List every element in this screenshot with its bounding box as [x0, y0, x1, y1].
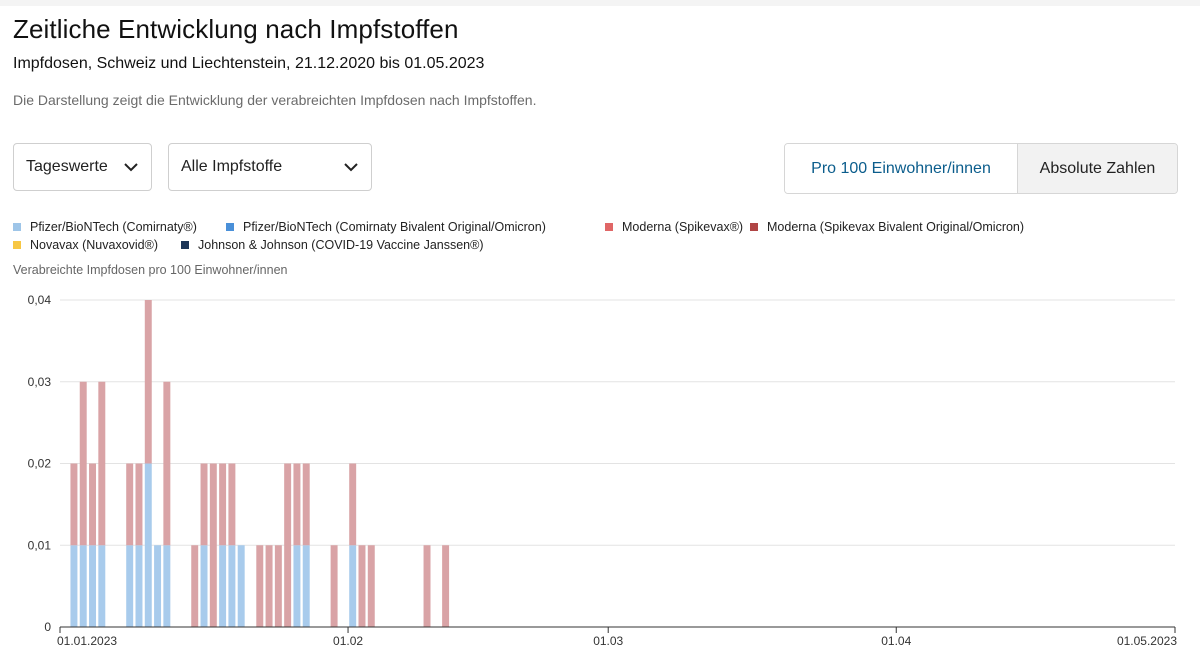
bar-segment [126, 545, 134, 627]
legend-label: Novavax (Nuvaxovid®) [30, 238, 159, 252]
bar-segment [79, 381, 87, 546]
legend-swatch [181, 241, 189, 249]
page-subtitle: Impfdosen, Schweiz und Liechtenstein, 21… [13, 55, 485, 72]
bar-segment [219, 463, 227, 546]
bar-segment [284, 463, 292, 627]
y-tick-label: 0 [44, 620, 51, 634]
bar-segment [349, 545, 357, 627]
bar-segment [135, 463, 143, 546]
y-tick-label: 0,01 [28, 538, 52, 552]
legend-label: Moderna (Spikevax®) [622, 220, 744, 234]
period-select-value: Tageswerte [26, 158, 108, 175]
bar-segment [219, 545, 227, 627]
bar-segment [89, 545, 97, 627]
page-title: Zeitliche Entwicklung nach Impfstoffen [13, 14, 459, 44]
bar-segment [79, 545, 87, 627]
bar-segment [302, 463, 310, 546]
legend-swatch [750, 223, 758, 231]
vaccine-select-value: Alle Impfstoffe [181, 158, 283, 175]
y-tick-label: 0,02 [28, 457, 52, 471]
x-tick-label: 01.02 [333, 634, 363, 648]
bar-segment [98, 381, 106, 546]
x-tick-label: 01.03 [593, 634, 623, 648]
legend-swatch [13, 223, 21, 231]
bar-segment [163, 381, 171, 546]
bar-segment [209, 463, 217, 627]
y-tick-label: 0,03 [28, 375, 52, 389]
bar-segment [70, 545, 78, 627]
vaccination-bar-chart: 0 0,01 0,02 0,03 0,04 01.01.2023 01.02 01.03 01.… [28, 293, 1178, 648]
bar-segment [265, 545, 273, 627]
toggle-per-100-button[interactable]: Pro 100 Einwohner/innen [785, 144, 1018, 193]
bar-segment [163, 545, 171, 627]
legend-swatch [605, 223, 613, 231]
x-tick-label: 01.05.2023 [1117, 634, 1177, 648]
chevron-down-icon [124, 163, 138, 172]
bar-segment [293, 545, 301, 627]
legend-swatch [226, 223, 234, 231]
top-border [0, 0, 1200, 6]
period-select[interactable]: Tageswerte [13, 143, 152, 191]
bar-segment [200, 463, 208, 546]
bar-segment [144, 463, 152, 627]
bar-segment [191, 545, 199, 627]
bar-segment [442, 545, 450, 627]
bar-segment [89, 463, 97, 546]
bar-segment [200, 545, 208, 627]
legend-label: Johnson & Johnson (COVID-19 Vaccine Jans… [198, 238, 484, 252]
bar-segment [237, 545, 245, 627]
legend-item-novavax[interactable]: Novavax (Nuvaxovid®) [13, 238, 181, 252]
legend-item-pfizer-bivalent[interactable]: Pfizer/BioNTech (Comirnaty Bivalent Orig… [226, 220, 605, 234]
bar-segment [144, 300, 152, 464]
y-tick-label: 0,04 [28, 293, 52, 307]
y-axis-label: Verabreichte Impfdosen pro 100 Einwohner… [13, 263, 288, 277]
bar-segment [70, 463, 78, 546]
legend-item-moderna-bivalent[interactable]: Moderna (Spikevax Bivalent Original/Omic… [750, 220, 1024, 234]
bar-segment [274, 545, 282, 627]
x-tick-label: 01.04 [881, 634, 911, 648]
legend-row: Novavax (Nuvaxovid®) Johnson & Johnson (… [13, 236, 1183, 254]
unit-toggle: Pro 100 Einwohner/innen Absolute Zahlen [784, 143, 1178, 194]
bar-segment [228, 463, 236, 546]
legend-item-janssen[interactable]: Johnson & Johnson (COVID-19 Vaccine Jans… [181, 238, 484, 252]
bar-segment [349, 463, 357, 546]
bar-segment [367, 545, 375, 627]
bar-segment [423, 545, 431, 627]
vaccine-select[interactable]: Alle Impfstoffe [168, 143, 372, 191]
page-description: Die Darstellung zeigt die Entwicklung de… [13, 92, 537, 108]
toggle-absolute-button[interactable]: Absolute Zahlen [1018, 144, 1177, 193]
bar-segment [302, 545, 310, 627]
chart-legend: Pfizer/BioNTech (Comirnaty®) Pfizer/BioN… [13, 218, 1183, 254]
legend-label: Moderna (Spikevax Bivalent Original/Omic… [767, 220, 1025, 234]
bar-segment [256, 545, 264, 627]
bar-segment [135, 545, 143, 627]
bar-segment [293, 463, 301, 546]
bar-segment [98, 545, 106, 627]
legend-label: Pfizer/BioNTech (Comirnaty Bivalent Orig… [243, 220, 546, 234]
legend-item-moderna[interactable]: Moderna (Spikevax®) [605, 220, 750, 234]
bar-segment [154, 545, 162, 627]
chevron-down-icon [344, 163, 358, 172]
bar-segment [330, 545, 338, 627]
x-tick-label: 01.01.2023 [57, 634, 117, 648]
bar-segment [358, 545, 366, 627]
legend-item-pfizer[interactable]: Pfizer/BioNTech (Comirnaty®) [13, 220, 226, 234]
legend-label: Pfizer/BioNTech (Comirnaty®) [30, 220, 197, 234]
legend-swatch [13, 241, 21, 249]
bar-segment [126, 463, 134, 546]
legend-row: Pfizer/BioNTech (Comirnaty®) Pfizer/BioN… [13, 218, 1183, 236]
bar-segment [228, 545, 236, 627]
